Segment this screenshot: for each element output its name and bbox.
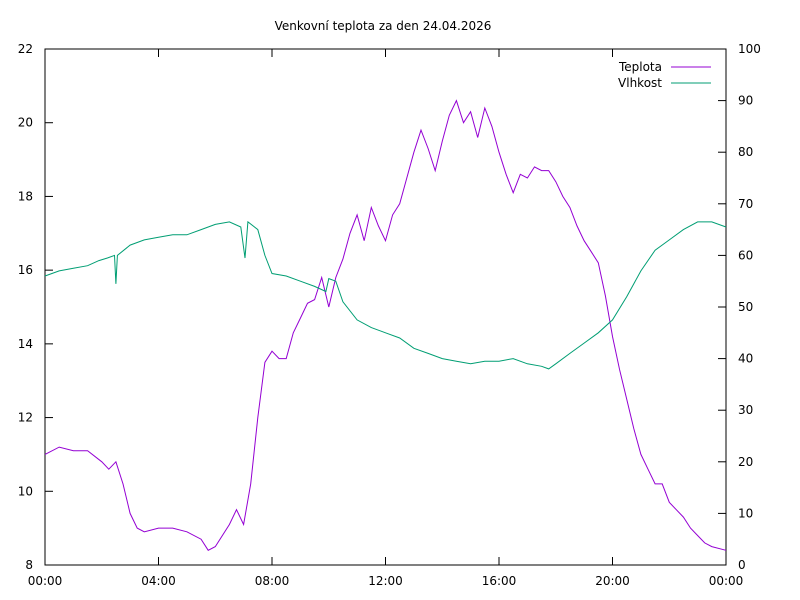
right-y-tick-label: 40 [738,352,753,366]
right-y-tick-label: 50 [738,300,753,314]
right-y-tick-label: 70 [738,197,753,211]
left-y-tick-label: 20 [18,116,33,130]
chart-title: Venkovní teplota za den 24.04.2026 [275,19,492,33]
x-tick-label: 00:00 [709,574,744,588]
right-y-axis: 0 10 20 30 40 50 60 70 80 90 100 [718,42,761,572]
left-y-tick-label: 8 [25,558,33,572]
left-y-tick-label: 10 [18,484,33,498]
right-y-tick-label: 20 [738,455,753,469]
x-axis: 00:00 04:00 08:00 12:00 16:00 20:00 00:00 [28,49,744,588]
x-tick-label: 16:00 [482,574,517,588]
series-line-vlhkost [44,220,727,370]
left-y-tick-label: 14 [18,337,33,351]
left-y-tick-label: 12 [18,411,33,425]
right-y-tick-label: 0 [738,558,746,572]
x-tick-label: 20:00 [595,574,630,588]
left-y-axis: 8 10 12 14 16 18 20 22 [18,42,53,572]
legend-label-teplota: Teplota [618,60,662,74]
legend-label-vlhkost: Vlhkost [618,76,662,90]
right-y-tick-label: 30 [738,403,753,417]
x-tick-label: 00:00 [28,574,63,588]
right-y-tick-label: 10 [738,506,753,520]
right-y-tick-label: 60 [738,248,753,262]
x-tick-label: 08:00 [255,574,290,588]
series-line-teplota [44,99,727,551]
series-layer [44,99,727,551]
plot-frame [44,48,727,566]
right-y-tick-label: 80 [738,145,753,159]
left-y-tick-label: 22 [18,42,33,56]
left-y-tick-label: 16 [18,263,33,277]
right-y-tick-label: 90 [738,94,753,108]
left-y-tick-label: 18 [18,189,33,203]
legend: Teplota Vlhkost [618,60,711,90]
x-tick-label: 04:00 [141,574,176,588]
x-tick-label: 12:00 [368,574,403,588]
right-y-tick-label: 100 [738,42,761,56]
